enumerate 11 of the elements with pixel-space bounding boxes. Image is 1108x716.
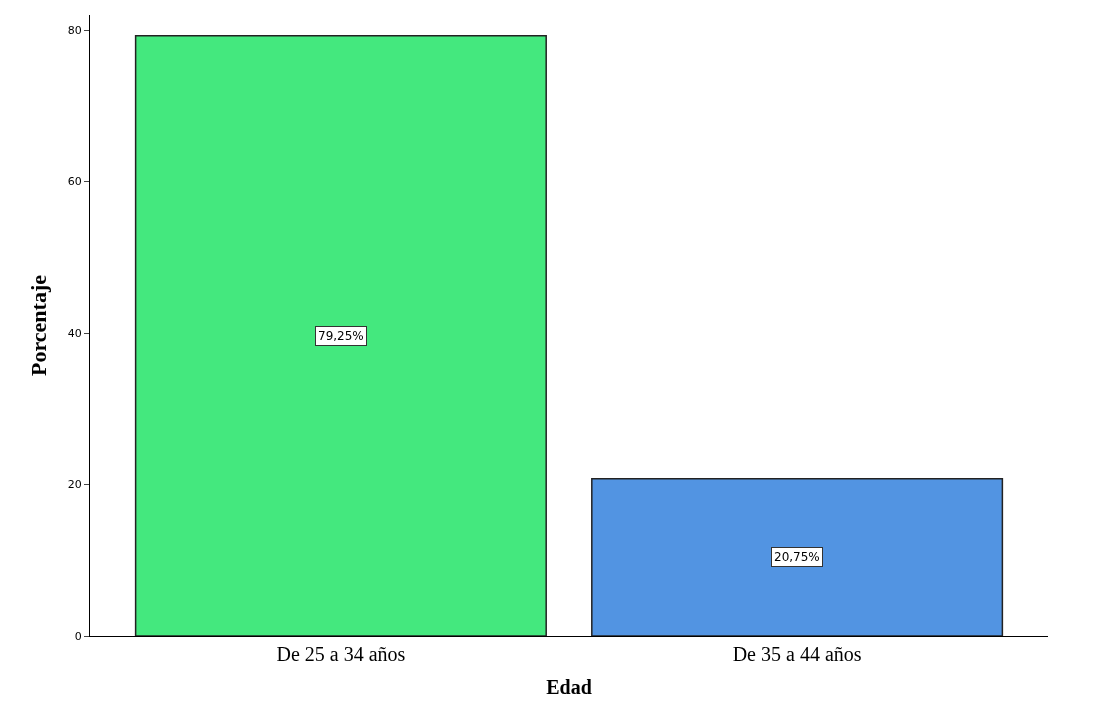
y-tick-label: 0: [74, 629, 82, 643]
y-axis-title: Porcentaje: [25, 274, 51, 376]
x-tick-label: De 25 a 34 años: [276, 643, 406, 665]
y-tick-label: 40: [67, 326, 82, 340]
data-label: 20,75%: [774, 550, 820, 564]
x-tick-label: De 35 a 44 años: [732, 643, 862, 665]
y-tick-label: 60: [67, 175, 82, 189]
x-axis-title: Edad: [546, 675, 592, 698]
y-tick-label: 80: [67, 24, 82, 37]
y-tick-label: 20: [67, 478, 82, 492]
data-label: 79,25%: [318, 329, 364, 343]
